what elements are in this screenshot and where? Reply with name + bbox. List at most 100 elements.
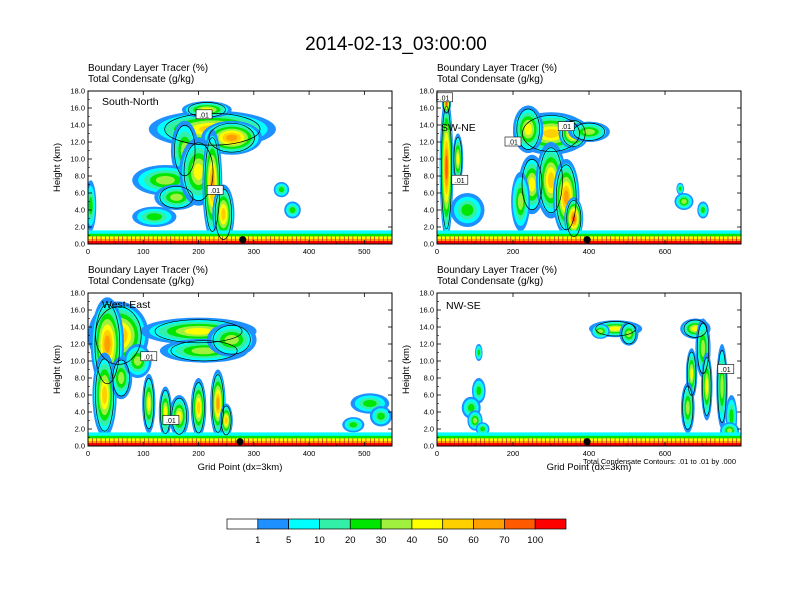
y-tick-label: 12.0 [419,340,434,349]
x-tick-label: 0 [435,449,439,458]
tracer-cell [102,386,108,404]
tracer-cell [163,405,167,419]
colorbar-label: 10 [314,535,325,546]
tracer-cell [118,371,125,385]
panel-label: South-North [102,96,159,108]
y-tick-label: 14.0 [419,121,434,130]
y-tick-label: 16.0 [419,306,434,315]
tracer-cell [445,155,448,180]
contour-label-box [162,415,180,425]
contour-label-box [504,136,522,147]
contour-label: .01 [557,121,575,131]
condensate-contour [112,359,130,397]
y-tick-label: 4.0 [424,408,434,417]
tracer-cell [467,403,475,412]
location-marker [583,438,591,446]
condensate-contour [555,164,577,231]
condensate-contour [522,115,580,152]
contour-label-box [717,364,735,374]
tracer-cell [517,193,524,210]
condensate-contour [211,374,225,433]
y-tick-label: 18.0 [419,87,434,96]
panel-sw-ne: .01 .01 .01 .01 0.0 2.0 4.0 6.0 8.0 10.0 12.0 14.0 1… [401,63,742,256]
colorbar-label: 5 [286,535,291,546]
tracer-cell [221,207,226,221]
tracer-cell [528,177,536,192]
tracer-cell [563,190,569,205]
tracer-cell [690,367,693,380]
y-tick-label: 4.0 [75,408,85,417]
contour-label-text: .01 [508,140,518,147]
tracer-cell [476,386,482,396]
contour-label-text: .01 [199,112,209,119]
x-tick-label: 400 [303,247,316,256]
condensate-contour [441,105,452,230]
tracer-cell [685,400,690,416]
contour-label-box [140,351,158,362]
tracer-cell [461,204,474,216]
condensate-contour [702,357,712,416]
colorbar-swatch [226,518,259,530]
y-tick-label: 18.0 [70,87,85,96]
contour-label-box [451,174,469,185]
condensate-contour [212,324,251,355]
contour-label-text: .01 [210,188,220,195]
y-tick-label: 16.0 [70,104,85,113]
colorbar: 1 5 10 20 30 40 50 60 70 100 [226,518,567,546]
x-tick-label: 600 [659,449,672,458]
y-tick-label: 8.0 [75,172,85,181]
y-tick-label: 2.0 [424,223,434,232]
tracer-cell [726,428,733,434]
colorbar-swatch [473,518,505,530]
y-tick-label: 12.0 [70,340,85,349]
contour-label-text: .01 [144,354,154,361]
condensate-contour [682,385,694,430]
tracer-cell [147,396,151,411]
y-tick-label: 12.0 [70,138,85,147]
tracer-cell [191,347,217,355]
colorbar-swatch [319,518,351,530]
tracer-cell [700,339,706,357]
y-tick-label: 6.0 [75,189,85,198]
condensate-contour [521,158,543,211]
y-tick-label: 18.0 [70,289,85,298]
x-tick-label: 500 [358,247,371,256]
tracer-cell [349,422,358,428]
condensate-contour [159,186,194,209]
y-tick-label: 10.0 [419,357,434,366]
x-tick-label: 400 [303,449,316,458]
contour-label: .01 [436,92,453,102]
tracer-cell [278,186,285,193]
tracer-cell [104,335,111,353]
y-tick-label: 12.0 [419,138,434,147]
tracer-cell [456,152,460,166]
y-tick-label: 0.0 [424,240,434,249]
colorbar-swatch [442,518,474,530]
y-tick-label: 10.0 [419,155,434,164]
condensate-contour [170,340,238,362]
tracer-cell [547,172,555,189]
tracer-cell [88,196,93,215]
x-tick-label: 400 [583,449,596,458]
y-tick-label: 14.0 [70,121,85,130]
condensate-contour [143,377,155,430]
condensate-contour [94,303,121,385]
condensate-contour [621,323,637,345]
y-tick-label: 2.0 [75,425,85,434]
panel-nw-se: .01 0.0 2.0 4.0 6.0 8.0 10.0 12.0 14.0 16.0 18.0 0 2… [401,265,742,473]
y-axis-label: Height (km) [52,345,63,394]
colorbar-swatch [257,518,289,530]
tracer-cell [477,349,481,356]
y-tick-label: 8.0 [75,374,85,383]
tracer-cell [226,134,238,141]
tracer-cell [597,329,604,334]
tracer-cell [729,408,734,424]
x-tick-label: 0 [435,247,439,256]
condensate-contour [686,351,697,396]
condensate-contour [160,389,171,435]
panel-south-north: .01 .01 0.0 2.0 4.0 6.0 8.0 10.0 12.0 14.0 16.0 18.… [52,63,393,256]
condensate-contour [566,200,582,237]
x-axis-label: Grid Point (dx=3km) [198,462,283,473]
contour-label-text: .01 [440,95,450,102]
contour-label: .01 [451,174,469,185]
